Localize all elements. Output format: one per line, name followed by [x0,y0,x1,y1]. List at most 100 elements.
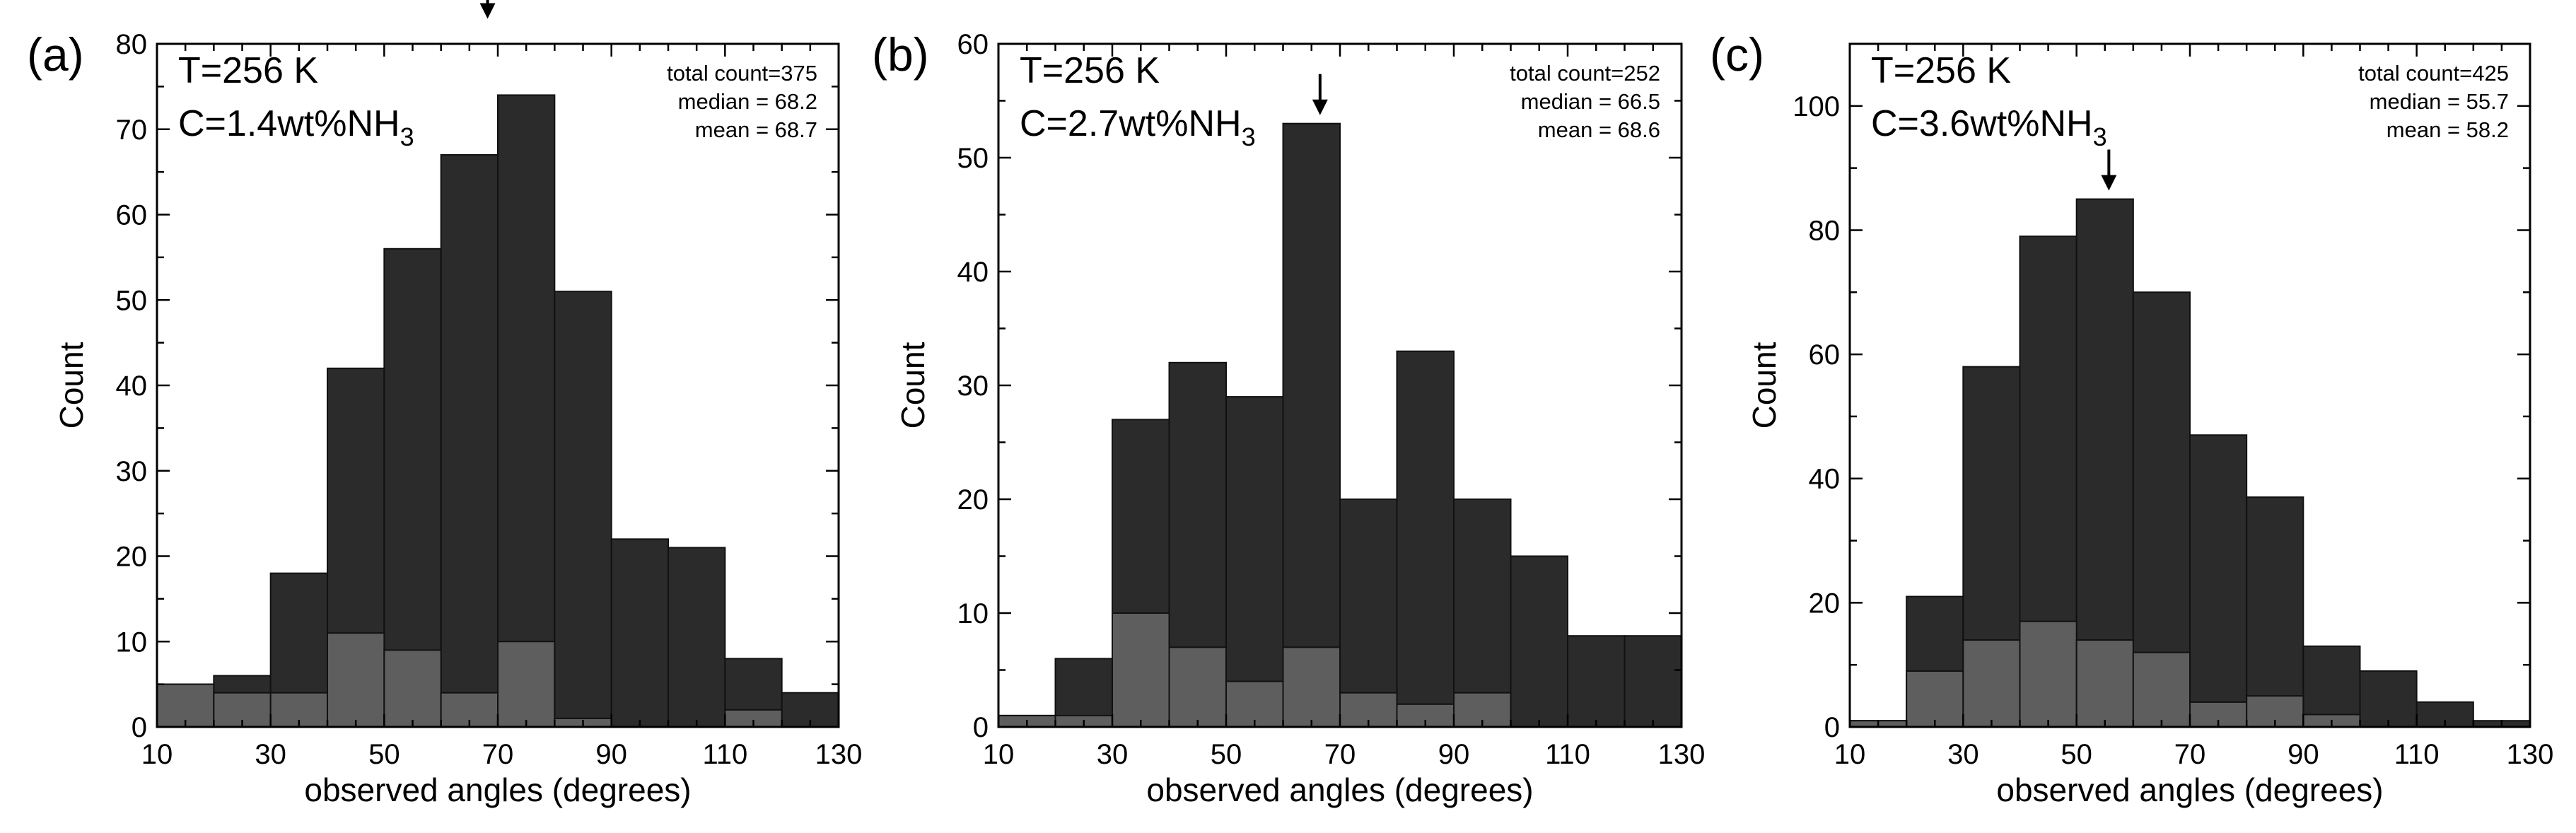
x-tick-label: 50 [1211,739,1242,770]
x-tick-label: 110 [1545,739,1590,770]
concentration-text: C=1.4wt%NH [178,103,400,144]
panel-label: (b) [872,28,929,81]
temperature-label: T=256 K [1020,50,1160,91]
x-tick-label: 50 [368,739,400,770]
median-arrow [2101,149,2117,191]
bar-total [2359,670,2418,728]
x-tick-label: 50 [2061,739,2092,770]
series-subset [156,632,783,728]
bar-total [2189,434,2248,728]
stat-mean: mean = 58.2 [2386,117,2509,142]
x-tick-label: 90 [1438,739,1470,770]
median-arrow-head [479,3,496,19]
bar-subset [1282,646,1341,728]
concentration-label: C=3.6wt%NH3 [1871,103,2107,151]
bar-subset [2019,620,2077,728]
y-tick-label: 0 [132,712,147,743]
bar-total [1396,350,1455,728]
bar-subset [497,641,556,728]
x-axis: 10 30 50 70 90 110 130 [141,44,863,770]
x-tick-label: 10 [141,739,173,770]
bar-total [1510,555,1568,728]
y-tick-label: 10 [957,598,989,629]
y-tick-label: 40 [957,257,989,288]
bar-total [1225,396,1284,728]
y-tick-label: 40 [116,371,148,402]
bar-subset [327,632,385,728]
y-tick-label: 50 [116,285,148,316]
temperature-label: T=256 K [1871,50,2011,91]
x-tick-label: 70 [1324,739,1356,770]
y-axis: 0 10 20 30 40 50 60 70 80 [116,29,839,743]
stat-total-count: total count=425 [2358,61,2509,86]
x-tick-label: 130 [1658,739,1706,770]
x-axis-title: observed angles (degrees) [1146,771,1533,808]
y-tick-label: 20 [116,542,148,573]
stat-mean: mean = 68.6 [1538,117,1660,142]
x-tick-label: 90 [2287,739,2319,770]
y-tick-label: 20 [1809,588,1841,619]
bar-total [2246,496,2304,728]
stat-total-count: total count=375 [667,61,817,86]
y-tick-label: 60 [957,29,989,60]
y-tick-label: 60 [1809,339,1841,371]
bar-total [440,153,499,728]
concentration-subscript: 3 [2093,122,2107,151]
y-axis-title: Count [894,342,931,429]
panel-b: (b)10 30 50 70 90 110 1300102030405060observed… [872,28,1705,808]
x-tick-label: 70 [482,739,514,770]
median-arrow-head [1312,99,1328,115]
bar-subset [156,683,215,728]
y-tick-label: 30 [957,371,989,402]
x-tick-label: 10 [983,739,1015,770]
x-tick-label: 90 [595,739,627,770]
x-axis-title: observed angles (degrees) [304,771,691,808]
bar-total [1282,122,1341,728]
concentration-label: C=2.7wt%NH3 [1020,103,1256,151]
y-tick-label: 80 [1809,215,1841,246]
bar-subset [1112,612,1170,728]
y-tick-label: 60 [116,200,148,231]
panel-label: (a) [27,28,84,81]
x-tick-label: 30 [255,739,286,770]
panel-c: (c) 10 30 50 70 90 110 130 0 20 40 60 80 100 observed … [1710,28,2553,808]
concentration-subscript: 3 [1242,122,1256,151]
stat-median: median = 55.7 [2370,89,2509,114]
bar-total [1339,499,1398,728]
y-tick-label: 0 [973,712,989,743]
x-tick-label: 30 [1947,739,1979,770]
stat-median: median = 68.2 [678,89,817,114]
concentration-text: C=2.7wt%NH [1020,103,1242,144]
x-tick-label: 110 [702,739,747,770]
series-total [998,122,1682,728]
median-arrow [1312,74,1328,115]
bar-total [1567,635,1626,728]
y-axis-title: Count [1746,342,1783,429]
panel-a: (a)10 30 50 70 90 110 13001020304050607080obse… [27,0,862,808]
y-tick-label: 20 [957,484,989,515]
x-tick-label: 130 [2507,739,2554,770]
x-axis: 10 30 50 70 90 110 130 [983,44,1706,770]
y-tick-label: 0 [1824,712,1840,743]
x-tick-label: 70 [2174,739,2206,770]
median-arrow-head [2101,175,2117,191]
x-axis: 10 30 50 70 90 110 130 [1834,44,2554,770]
y-tick-label: 70 [116,115,148,146]
x-tick-label: 130 [815,739,863,770]
concentration-label: C=1.4wt%NH3 [178,103,414,151]
bar-subset [2132,651,2191,728]
median-arrow [479,0,496,19]
series-subset [1849,620,2361,728]
bar-total [1624,635,1682,728]
y-axis: 0 10 20 30 40 50 60 [957,29,1682,743]
y-tick-label: 40 [1809,464,1841,495]
bar-total [497,94,556,728]
bar-total [610,538,670,728]
y-axis: 0 20 40 60 80 100 [1793,42,2530,743]
panel-label: (c) [1710,28,1764,81]
concentration-subscript: 3 [400,122,414,151]
y-tick-label: 50 [957,143,989,174]
bar-subset [2075,639,2134,728]
temperature-label: T=256 K [178,50,318,91]
